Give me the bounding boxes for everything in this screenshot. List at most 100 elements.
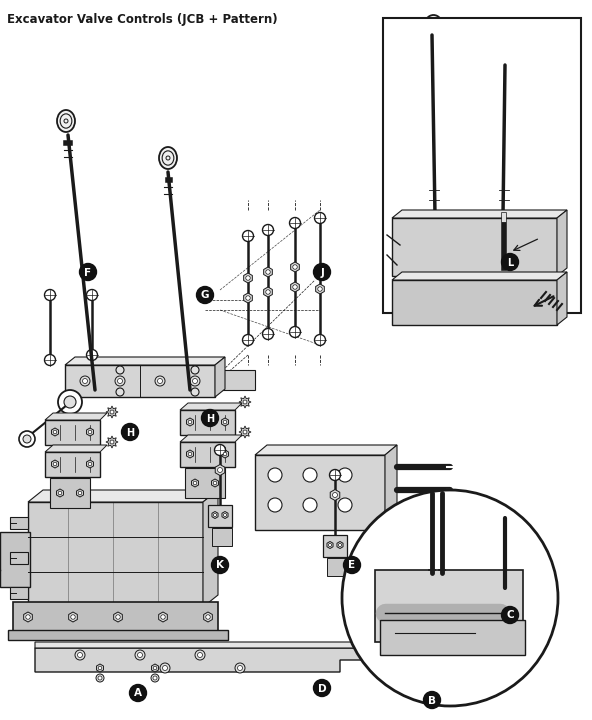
Polygon shape: [76, 489, 83, 497]
Circle shape: [342, 490, 558, 706]
Polygon shape: [239, 426, 251, 438]
Circle shape: [23, 435, 31, 443]
Circle shape: [197, 287, 214, 304]
Circle shape: [329, 544, 332, 546]
Circle shape: [262, 328, 274, 340]
Circle shape: [330, 469, 340, 480]
Circle shape: [135, 650, 145, 660]
Polygon shape: [395, 631, 405, 642]
Circle shape: [246, 296, 250, 300]
Text: D: D: [318, 683, 326, 693]
Circle shape: [495, 248, 499, 252]
Circle shape: [71, 615, 75, 619]
Circle shape: [214, 444, 226, 456]
Circle shape: [246, 276, 250, 280]
Bar: [375, 570, 523, 642]
Circle shape: [268, 498, 282, 512]
Circle shape: [137, 652, 143, 657]
Polygon shape: [86, 460, 94, 468]
Circle shape: [262, 225, 274, 235]
Circle shape: [432, 26, 436, 30]
Polygon shape: [263, 287, 272, 297]
Bar: [208, 505, 232, 527]
Circle shape: [191, 366, 199, 374]
Circle shape: [110, 410, 114, 414]
Circle shape: [502, 565, 508, 571]
Polygon shape: [222, 511, 228, 518]
Circle shape: [314, 212, 326, 223]
Circle shape: [161, 615, 165, 619]
Circle shape: [192, 379, 198, 384]
Circle shape: [314, 335, 326, 346]
Circle shape: [405, 228, 409, 232]
Circle shape: [44, 354, 56, 366]
Circle shape: [314, 264, 330, 281]
Polygon shape: [186, 450, 194, 458]
Circle shape: [303, 468, 317, 482]
Text: H: H: [206, 413, 214, 423]
Bar: [180, 442, 235, 467]
Text: B: B: [428, 696, 436, 706]
Polygon shape: [463, 246, 471, 254]
Polygon shape: [106, 406, 118, 418]
Polygon shape: [327, 541, 333, 549]
Circle shape: [217, 467, 223, 472]
Circle shape: [198, 652, 202, 657]
Bar: [255, 455, 385, 530]
Polygon shape: [96, 664, 104, 672]
Polygon shape: [392, 272, 567, 280]
Circle shape: [190, 376, 200, 386]
Polygon shape: [493, 246, 501, 254]
Circle shape: [435, 248, 439, 252]
Polygon shape: [385, 445, 397, 530]
Circle shape: [19, 431, 35, 447]
Bar: [50, 478, 90, 508]
Circle shape: [86, 349, 98, 361]
Polygon shape: [65, 357, 225, 365]
Circle shape: [121, 423, 139, 441]
Circle shape: [223, 452, 227, 456]
Polygon shape: [499, 561, 511, 575]
Bar: [10, 587, 28, 599]
Circle shape: [193, 481, 197, 485]
Polygon shape: [523, 225, 531, 235]
Circle shape: [235, 663, 245, 673]
Polygon shape: [493, 225, 501, 235]
Ellipse shape: [60, 114, 72, 128]
Polygon shape: [435, 631, 445, 642]
Polygon shape: [35, 642, 362, 648]
Ellipse shape: [495, 44, 513, 68]
Polygon shape: [52, 428, 59, 436]
Text: A: A: [134, 688, 142, 698]
Polygon shape: [498, 296, 506, 304]
Circle shape: [410, 298, 414, 302]
Polygon shape: [221, 418, 229, 426]
Polygon shape: [499, 536, 511, 550]
Bar: [327, 558, 347, 576]
Circle shape: [501, 606, 519, 624]
Circle shape: [223, 420, 227, 424]
Circle shape: [86, 289, 98, 300]
Ellipse shape: [57, 110, 75, 132]
Circle shape: [214, 513, 217, 516]
Polygon shape: [463, 225, 471, 235]
Polygon shape: [56, 489, 63, 497]
Polygon shape: [539, 296, 545, 304]
Circle shape: [117, 379, 123, 384]
Circle shape: [206, 615, 210, 619]
Circle shape: [75, 650, 85, 660]
Polygon shape: [408, 296, 416, 304]
Polygon shape: [221, 450, 229, 458]
Polygon shape: [106, 436, 118, 448]
Circle shape: [130, 685, 146, 701]
Circle shape: [115, 376, 125, 386]
Ellipse shape: [159, 147, 177, 169]
Polygon shape: [330, 490, 340, 500]
Circle shape: [303, 498, 317, 512]
Circle shape: [88, 430, 92, 433]
Polygon shape: [244, 273, 252, 283]
Polygon shape: [291, 282, 300, 292]
Circle shape: [343, 557, 361, 574]
Circle shape: [82, 379, 88, 384]
Circle shape: [338, 468, 352, 482]
